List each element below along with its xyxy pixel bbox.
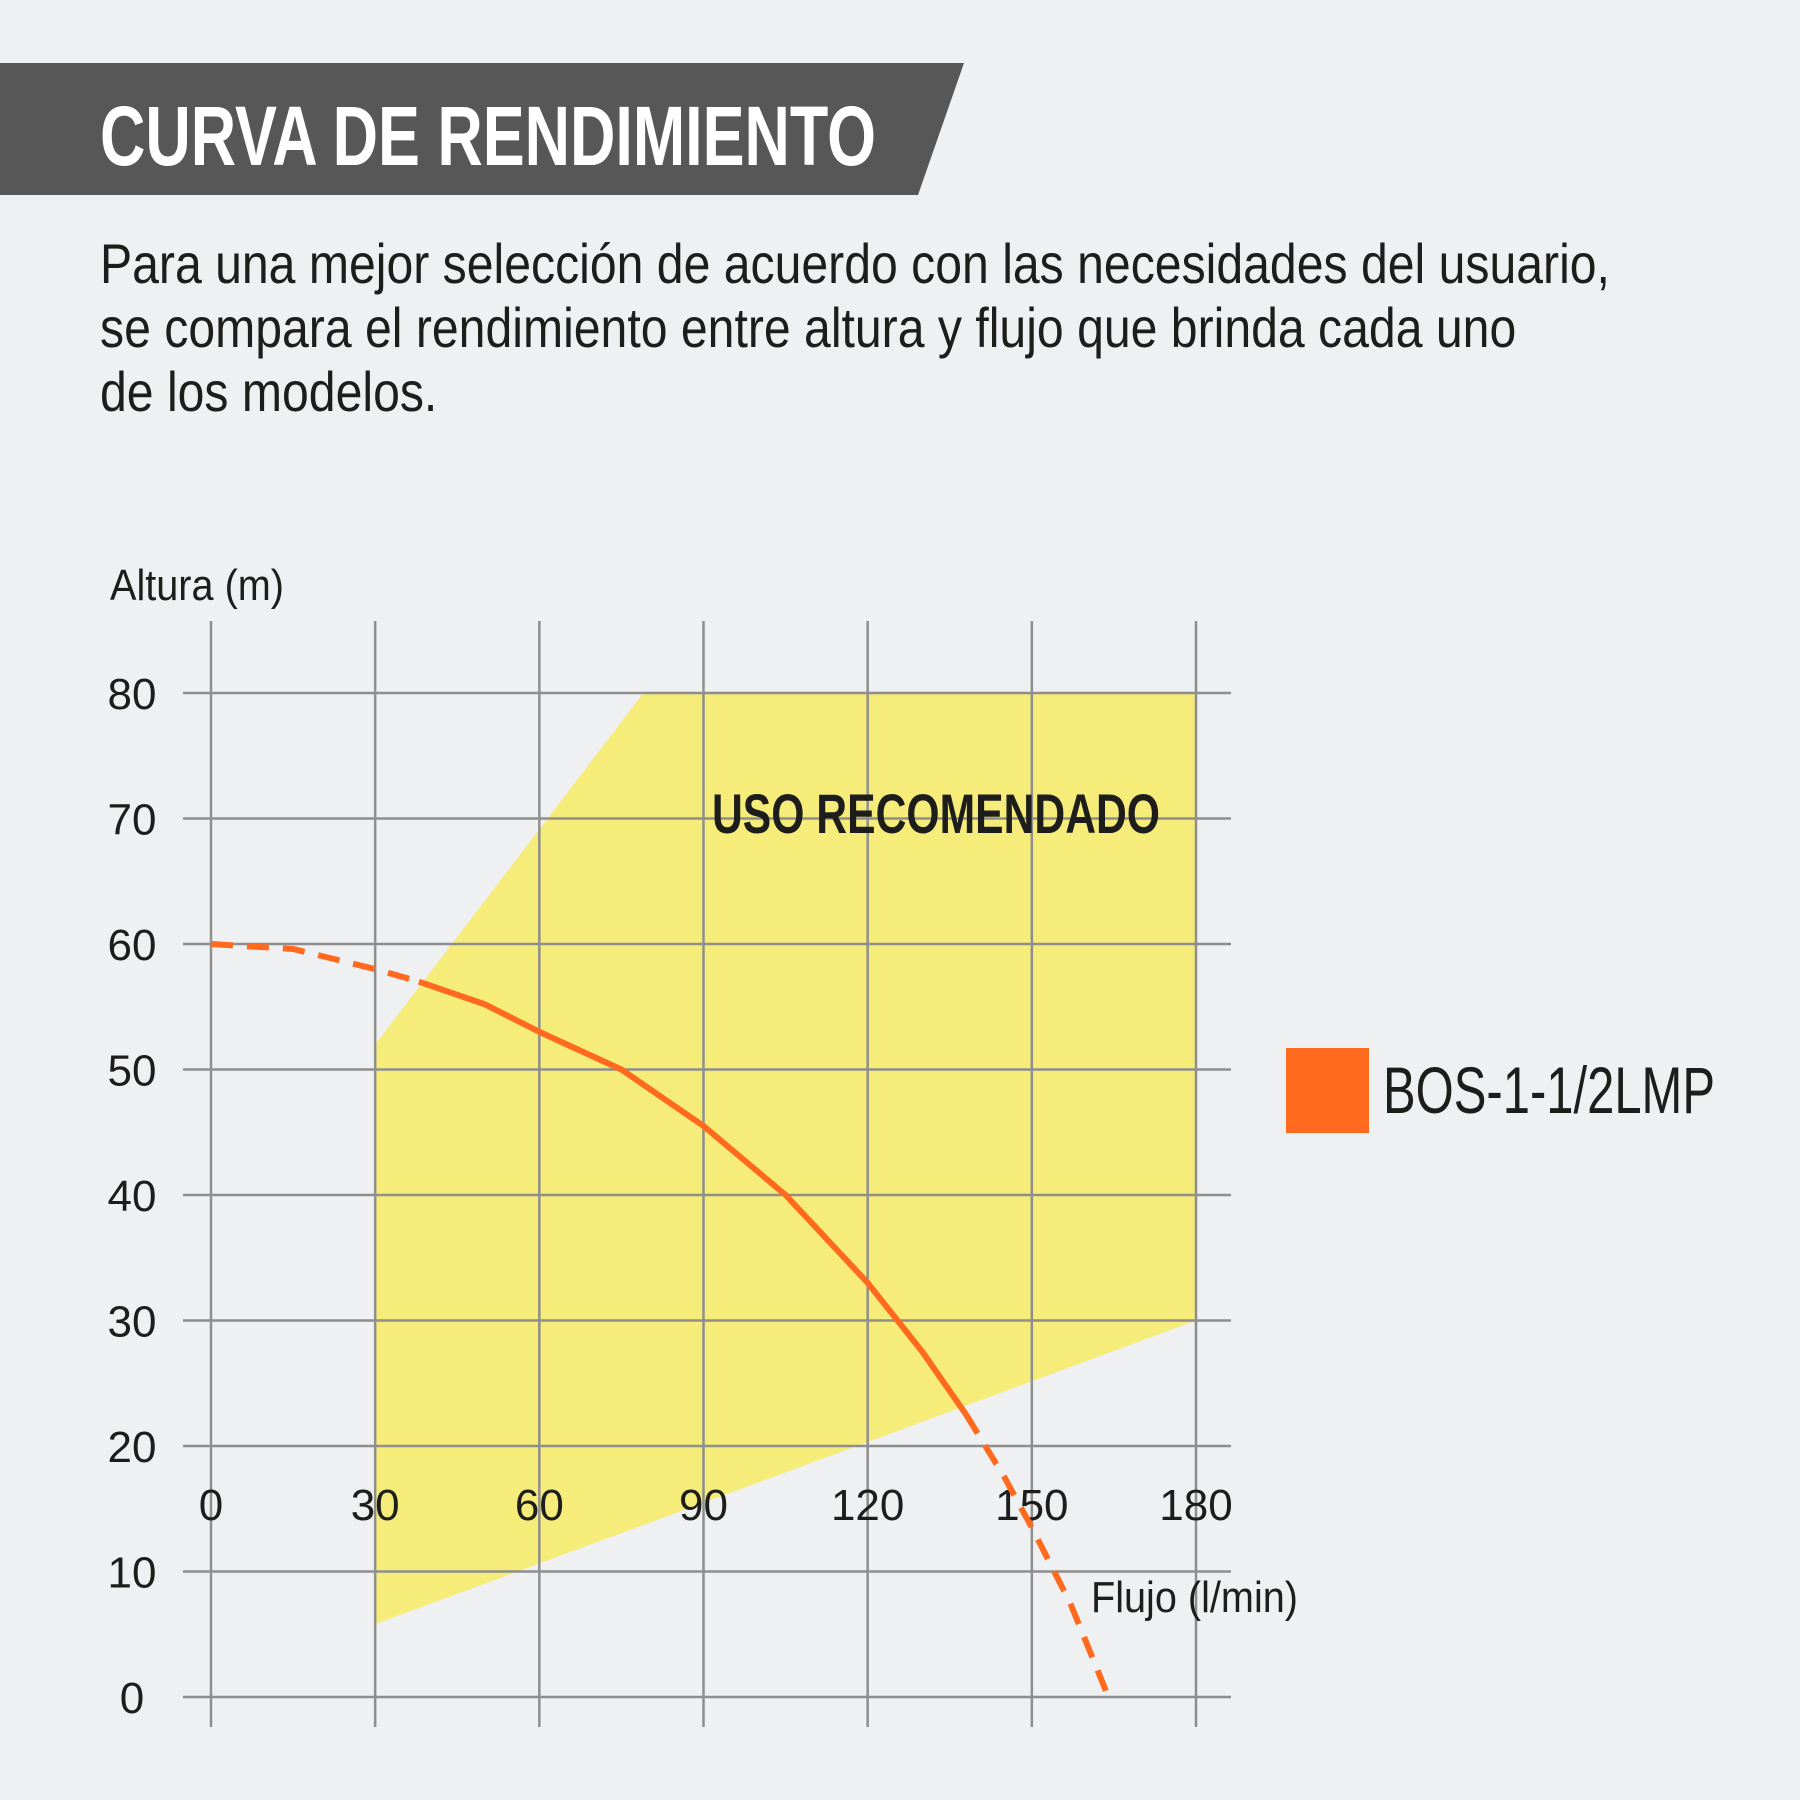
curve-dashed-start	[210, 941, 420, 985]
header-bar	[0, 63, 964, 195]
description-line: de los modelos.	[100, 360, 438, 423]
x-axis-label: Flujo (l/min)	[1091, 1573, 1298, 1622]
y-tick-label: 30	[108, 1298, 157, 1347]
header-title: CURVA DE RENDIMIENTO	[100, 89, 876, 183]
y-tick-label: 50	[108, 1047, 157, 1096]
description-line: Para una mejor selección de acuerdo con …	[100, 232, 1610, 295]
y-axis-label: Altura (m)	[110, 561, 284, 610]
x-tick-label: 90	[679, 1481, 728, 1530]
x-tick-label: 180	[1159, 1481, 1232, 1530]
y-tick-label: 80	[108, 670, 157, 719]
y-tick-label: 20	[108, 1423, 157, 1472]
y-tick-label: 10	[108, 1549, 157, 1598]
x-tick-label: 30	[351, 1481, 400, 1530]
zone-label: USO RECOMENDADO	[712, 782, 1160, 845]
y-tick-label: 40	[108, 1172, 157, 1221]
x-tick-label: 0	[199, 1481, 223, 1530]
x-tick-label: 60	[515, 1481, 564, 1530]
legend-swatch	[1286, 1048, 1369, 1133]
description-line: se compara el rendimiento entre altura y…	[100, 296, 1517, 359]
y-tick-label: 70	[108, 796, 157, 845]
curve-solid	[417, 978, 969, 1417]
x-tick-label: 120	[831, 1481, 904, 1530]
curve-dashed-end	[963, 1413, 1112, 1699]
y-tick-label: 60	[108, 921, 157, 970]
recommended-zone	[375, 693, 1197, 1625]
description: Para una mejor selección de acuerdo con …	[100, 232, 1610, 424]
legend-label: BOS-1-1/2LMP	[1383, 1053, 1715, 1127]
y-tick-label: 0	[120, 1674, 144, 1723]
